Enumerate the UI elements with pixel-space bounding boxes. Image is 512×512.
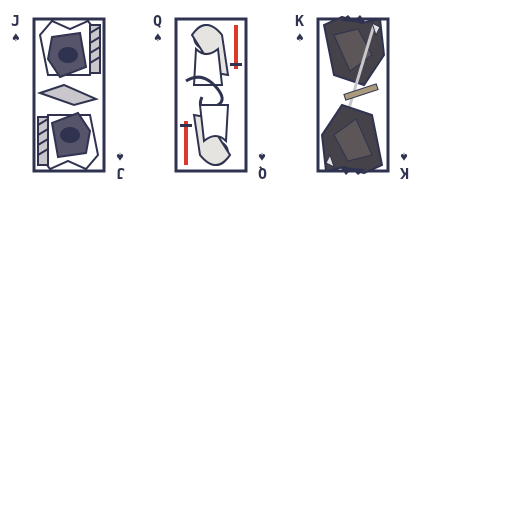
- spade-icon: ♠: [116, 148, 124, 163]
- spade-icon: ♠: [154, 31, 162, 46]
- rank-label-top: K: [295, 12, 305, 30]
- queen-of-spades-card[interactable]: Q ♠ ♠ Q: [150, 10, 270, 183]
- rank-label-bottom: J: [115, 164, 125, 182]
- king-figure-art: [314, 15, 392, 175]
- spade-icon: ♠: [12, 31, 20, 46]
- queen-figure-art: [172, 15, 250, 175]
- king-of-spades-card[interactable]: K ♠ ♠ K: [292, 10, 412, 183]
- jack-of-spades-card[interactable]: J ♠: [8, 10, 128, 183]
- spade-icon: ♠: [400, 148, 408, 163]
- spade-icon: ♠: [296, 31, 304, 46]
- spade-icon: ♠: [258, 148, 266, 163]
- jack-figure-art: [30, 15, 108, 175]
- rank-label-bottom: K: [399, 164, 409, 182]
- rank-label-top: J: [11, 12, 21, 30]
- rank-label-top: Q: [153, 12, 163, 30]
- rank-label-bottom: Q: [257, 164, 267, 182]
